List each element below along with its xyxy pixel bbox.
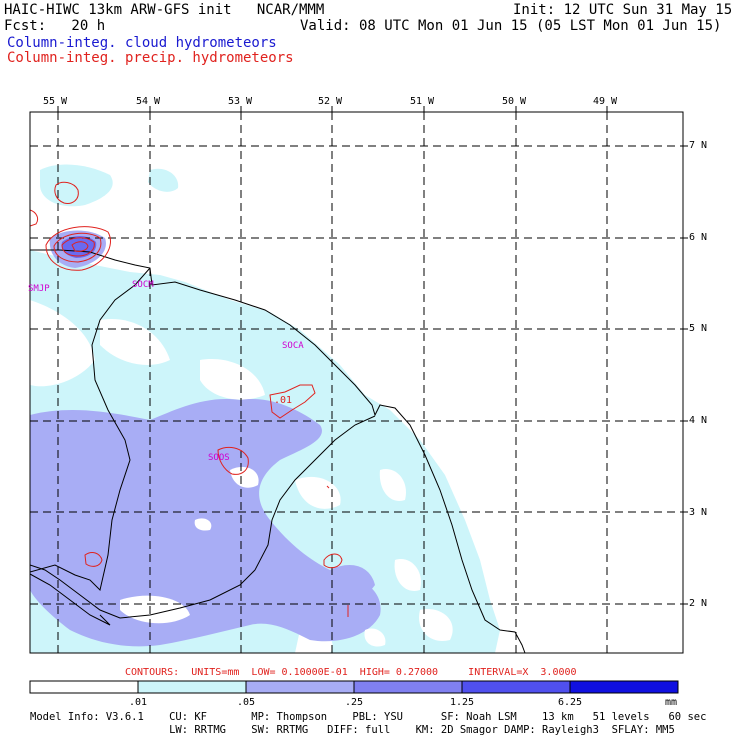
lon-label-49w: 49 W [593,96,618,107]
lat-label-3n: 3 N [689,507,708,518]
colorbar-tick-0: .01 [128,697,148,708]
lat-label-4n: 4 N [689,415,708,426]
init-time: Init: 12 UTC Sun 31 May 15 [513,2,733,18]
model-info-line2: LW: RRTMG SW: RRTMG DIFF: full KM: 2D Sm… [30,724,675,736]
lon-label-55w: 55 W [43,96,68,107]
lat-lon-grid [30,112,683,653]
field-precip-label: Column-integ. precip. hydrometeors [7,50,294,66]
colorbar-units: mm [664,697,678,708]
colorbar-box-1 [137,680,247,694]
lat-label-7n: 7 N [689,140,708,151]
lon-label-52w: 52 W [318,96,343,107]
precip-contours [30,181,349,617]
lon-label-53w: 53 W [228,96,253,107]
lat-label-5n: 5 N [689,323,708,334]
colorbar-box-2 [245,680,355,694]
colorbar-box-4 [461,680,571,694]
model-info-line1: Model Info: V3.6.1 CU: KF MP: Thompson P… [30,711,707,723]
station-smjp: SMJP [28,284,50,294]
field-cloud-label: Column-integ. cloud hydrometeors [7,35,277,51]
map-frame [29,111,684,654]
lon-label-50w: 50 W [502,96,527,107]
colorbar-tick-2: .25 [344,697,364,708]
lon-label-51w: 51 W [410,96,435,107]
colorbar-tick-4: 6.25 [557,697,583,708]
lat-label-6n: 6 N [689,232,708,243]
colorbar-box-0 [29,680,139,694]
station-soos: SOOS [208,453,230,463]
forecast-hour: Fcst: 20 h [4,18,106,34]
coastlines-borders [30,249,526,653]
colorbar-tick-1: .05 [236,697,256,708]
lon-label-54w: 54 W [136,96,161,107]
cloud-field-gaps [30,300,453,653]
contour-value-label: .01 [274,395,293,406]
colorbar-box-5 [569,680,679,694]
valid-time: Valid: 08 UTC Mon 01 Jun 15 (05 LST Mon … [300,18,722,34]
colorbar [29,680,679,694]
station-socm: SOCM [132,280,154,290]
colorbar-tick-3: 1.25 [449,697,475,708]
lat-label-2n: 2 N [689,598,708,609]
model-title: HAIC-HIWC 13km ARW-GFS init NCAR/MMM [4,2,325,18]
cloud-field-dark [61,236,97,258]
axis-ticks [57,106,688,605]
colorbar-box-3 [353,680,463,694]
contours-info: CONTOURS: UNITS=mm LOW= 0.10000E-01 HIGH… [125,667,577,678]
station-soca: SOCA [282,341,304,351]
